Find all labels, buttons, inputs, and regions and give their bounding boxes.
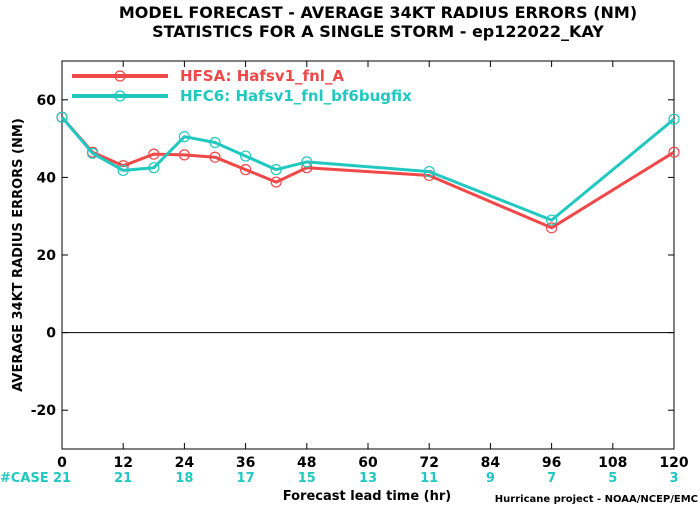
x-tick-label: 24 bbox=[175, 455, 195, 471]
legend-swatch-marker bbox=[114, 90, 126, 102]
case-counts: 21 21 18 17 15 13 11 9 7 5 3 bbox=[53, 471, 679, 486]
data-point bbox=[148, 148, 160, 160]
y-tick-label: 20 bbox=[37, 248, 57, 264]
y-axis-ticks: -20 0 20 40 60 bbox=[31, 93, 674, 419]
case-label: #CASE bbox=[0, 471, 49, 486]
y-axis-label: AVERAGE 34KT RADIUS ERRORS (NM) bbox=[11, 118, 26, 392]
case-count: 5 bbox=[608, 471, 617, 486]
y-tick-label: 40 bbox=[37, 170, 57, 186]
x-tick-label: 72 bbox=[419, 455, 438, 471]
data-point bbox=[545, 222, 558, 234]
data-point bbox=[117, 164, 129, 177]
legend-label: HFC6: Hafsv1_fnl_bf6bugfix bbox=[180, 87, 412, 105]
plot-frame bbox=[61, 60, 675, 450]
y-tick-label: 0 bbox=[46, 326, 56, 342]
data-point bbox=[209, 151, 221, 163]
x-tick-label: 108 bbox=[598, 455, 627, 471]
chart-title: MODEL FORECAST - AVERAGE 34KT RADIUS ERR… bbox=[119, 3, 637, 22]
legend-label: HFSA: Hafsv1_fnl_A bbox=[180, 67, 344, 85]
data-point bbox=[240, 164, 252, 176]
x-tick-label: 120 bbox=[659, 455, 688, 471]
x-axis-label: Forecast lead time (hr) bbox=[283, 489, 451, 504]
case-count: 18 bbox=[175, 471, 193, 486]
chart-subtitle: STATISTICS FOR A SINGLE STORM - ep122022… bbox=[152, 22, 604, 41]
case-count: 21 bbox=[114, 471, 132, 486]
case-count: 3 bbox=[669, 471, 678, 486]
x-tick-label: 0 bbox=[57, 455, 67, 471]
data-point bbox=[668, 113, 680, 125]
data-point bbox=[86, 147, 99, 159]
x-tick-label: 36 bbox=[236, 455, 255, 471]
data-point bbox=[178, 131, 190, 143]
x-axis-ticks: 0 12 24 36 48 60 72 84 96 108 120 bbox=[57, 61, 689, 471]
data-point bbox=[270, 176, 282, 188]
data-point bbox=[545, 214, 558, 226]
x-tick-label: 12 bbox=[113, 455, 132, 471]
data-point bbox=[56, 111, 68, 123]
plot-border bbox=[61, 60, 675, 450]
legend: HFSA: Hafsv1_fnl_A HFC6: Hafsv1_fnl_bf6bu… bbox=[72, 67, 412, 105]
series-hfc6 bbox=[56, 111, 680, 226]
data-point bbox=[270, 164, 282, 176]
x-tick-label: 84 bbox=[481, 455, 501, 471]
x-tick-label: 96 bbox=[542, 455, 561, 471]
y-tick-label: 60 bbox=[37, 93, 57, 109]
data-point bbox=[178, 149, 190, 161]
case-count: 9 bbox=[486, 471, 495, 486]
credit-text: Hurricane project - NOAA/NCEP/EMC bbox=[495, 494, 698, 505]
series-line bbox=[60, 116, 675, 222]
case-count: 11 bbox=[420, 471, 438, 486]
series-hfsa bbox=[56, 111, 680, 234]
series-group bbox=[56, 111, 680, 234]
data-point bbox=[301, 156, 313, 168]
data-point bbox=[668, 146, 680, 158]
case-count: 21 bbox=[53, 471, 71, 486]
data-point bbox=[423, 165, 435, 178]
case-count: 13 bbox=[359, 471, 377, 486]
data-point bbox=[148, 162, 160, 174]
case-count: 17 bbox=[237, 471, 255, 486]
x-tick-label: 48 bbox=[297, 455, 316, 471]
y-tick-label: -20 bbox=[31, 403, 57, 419]
x-tick-label: 60 bbox=[358, 455, 378, 471]
data-point bbox=[209, 136, 221, 149]
legend-swatch-marker bbox=[114, 70, 126, 82]
case-count: 7 bbox=[547, 471, 556, 486]
data-point bbox=[240, 150, 252, 162]
case-count: 15 bbox=[298, 471, 316, 486]
